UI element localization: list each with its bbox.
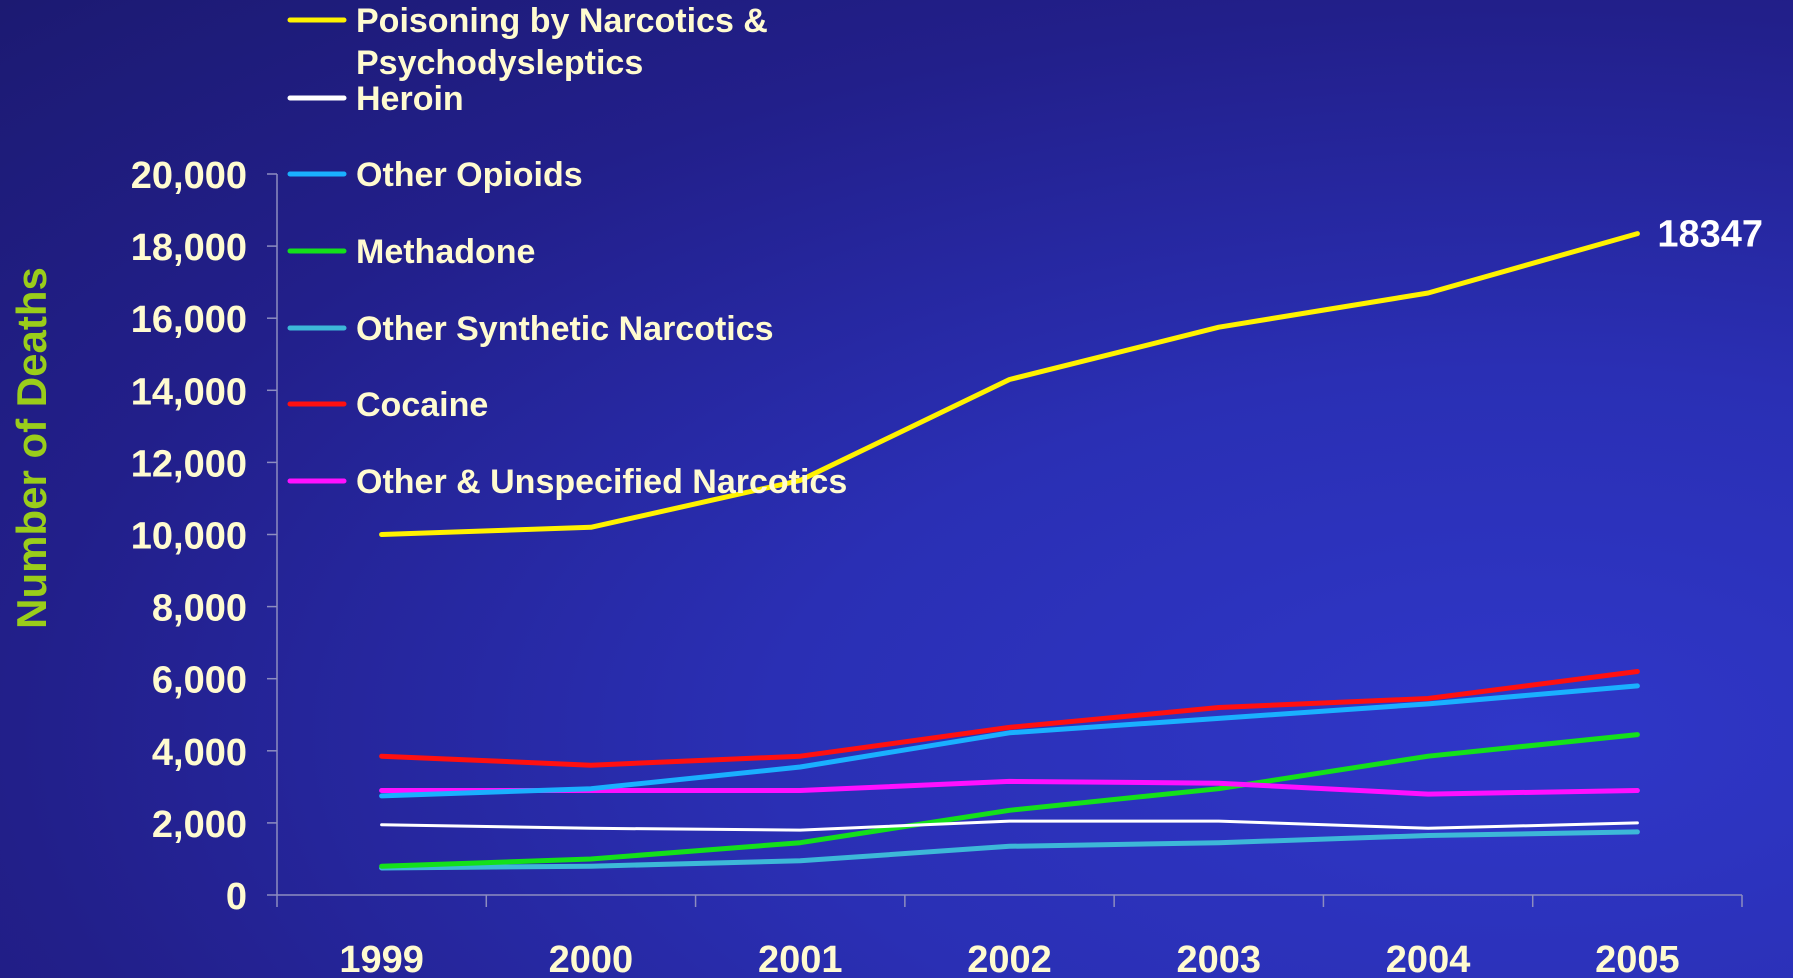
x-tick-label: 2000: [549, 939, 634, 978]
y-tick-label: 10,000: [131, 516, 247, 558]
legend-item: Poisoning by Narcotics & Psychodysleptics: [287, 2, 768, 82]
y-tick-label: 16,000: [131, 299, 247, 341]
legend-label: Poisoning by Narcotics &: [356, 2, 768, 40]
legend-label: Other Opioids: [356, 156, 583, 194]
x-tick-label: 1999: [339, 939, 424, 978]
legend-item: Heroin: [287, 80, 464, 118]
y-tick-label: 6,000: [152, 660, 247, 702]
legend-item: Other & Unspecified Narcotics: [287, 463, 847, 501]
y-tick-label: 4,000: [152, 732, 247, 774]
y-tick-label: 0: [226, 876, 247, 918]
legend-label: Methadone: [356, 233, 535, 271]
legend-label: Cocaine: [356, 386, 488, 424]
series-line-other-opioids: [379, 683, 1640, 799]
y-axis-title: Number of Deaths: [8, 267, 55, 629]
legend-item: Cocaine: [287, 386, 488, 424]
legend-item: Other Opioids: [287, 156, 583, 194]
legend-item: Methadone: [287, 233, 535, 271]
y-tick-label: 14,000: [131, 371, 247, 413]
series-line-other-synthetic-narcotics: [379, 829, 1640, 871]
series-line-methadone: [379, 732, 1640, 869]
series-line-heroin: [380, 819, 1639, 832]
x-tick-label: 2001: [758, 939, 843, 978]
legend-label: Other & Unspecified Narcotics: [356, 463, 847, 501]
series-layer: [379, 231, 1640, 871]
legend-item: Other Synthetic Narcotics: [287, 310, 774, 348]
data-label: 18347: [1657, 214, 1763, 256]
y-tick-label: 20,000: [131, 155, 247, 197]
x-tick-label: 2003: [1177, 939, 1262, 978]
legend: Poisoning by Narcotics & Psychodysleptics…: [287, 2, 847, 501]
x-tick-label: 2004: [1386, 939, 1471, 978]
series-line-poisoning-by-narcotics-psychodysleptics: [379, 231, 1640, 537]
series-line-cocaine: [379, 669, 1640, 768]
x-tick-label: 2005: [1595, 939, 1680, 978]
y-axis: 0 2,000 4,000 6,000 8,000 10,000 12,000 14,000 1…: [131, 155, 278, 918]
legend-label: Other Synthetic Narcotics: [356, 310, 774, 348]
y-tick-label: 18,000: [131, 227, 247, 269]
annotations: 18347: [1657, 214, 1763, 256]
y-tick-label: 8,000: [152, 588, 247, 630]
x-axis: 1999 2000 2001 2002 2003 2004 2005: [276, 894, 1743, 978]
legend-label: Psychodysleptics: [356, 44, 643, 82]
y-tick-label: 12,000: [131, 443, 247, 485]
y-tick-label: 2,000: [152, 804, 247, 846]
y-axis-title-group: Number of Deaths: [8, 267, 55, 629]
legend-label: Heroin: [356, 80, 464, 118]
x-tick-label: 2002: [967, 939, 1052, 978]
